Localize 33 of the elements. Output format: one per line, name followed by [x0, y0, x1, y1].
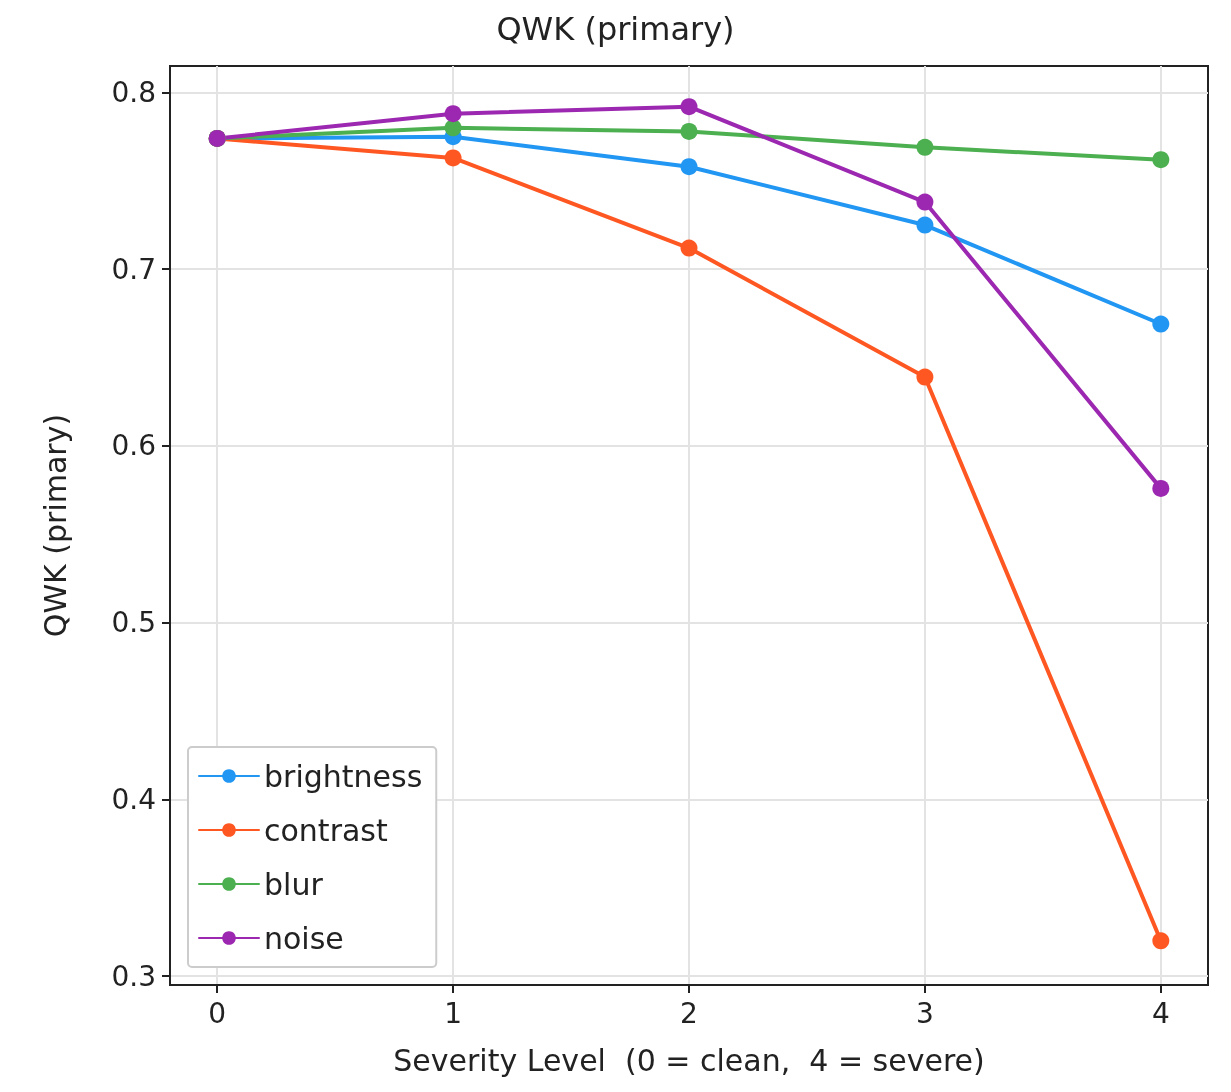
point	[916, 138, 934, 156]
point	[680, 122, 698, 140]
y-tick-label: 0.5	[111, 606, 156, 640]
point	[444, 149, 462, 167]
x-tick-label: 0	[208, 996, 227, 1030]
point	[444, 105, 462, 123]
point	[444, 119, 462, 137]
y-tick-label: 0.7	[111, 252, 156, 286]
x-axis-title: Severity Level (0 = clean, 4 = severe)	[393, 1042, 985, 1078]
y-tick-label: 0.6	[111, 429, 156, 463]
chart-title: QWK (primary)	[496, 10, 735, 48]
x-tick-label: 4	[1151, 996, 1170, 1030]
y-tick-label: 0.3	[111, 959, 156, 993]
legend-label: brightness	[264, 758, 423, 794]
y-axis-title: QWK (primary)	[37, 413, 73, 638]
legend-label: noise	[264, 920, 344, 956]
x-tick-label: 3	[916, 996, 934, 1030]
x-tick-label: 2	[680, 996, 698, 1030]
point	[1152, 479, 1170, 497]
point	[1152, 315, 1170, 333]
point	[680, 98, 698, 116]
x-tick-label: 1	[444, 996, 462, 1030]
y-tick-label: 0.8	[111, 76, 156, 110]
point	[680, 239, 698, 257]
legend-label: blur	[264, 866, 324, 902]
y-tick-label: 0.4	[111, 782, 156, 816]
point	[916, 216, 934, 234]
point	[1152, 932, 1170, 950]
point	[680, 158, 698, 176]
legend-label: contrast	[264, 812, 388, 848]
point	[916, 368, 934, 386]
point	[1152, 151, 1170, 169]
point	[916, 193, 934, 211]
